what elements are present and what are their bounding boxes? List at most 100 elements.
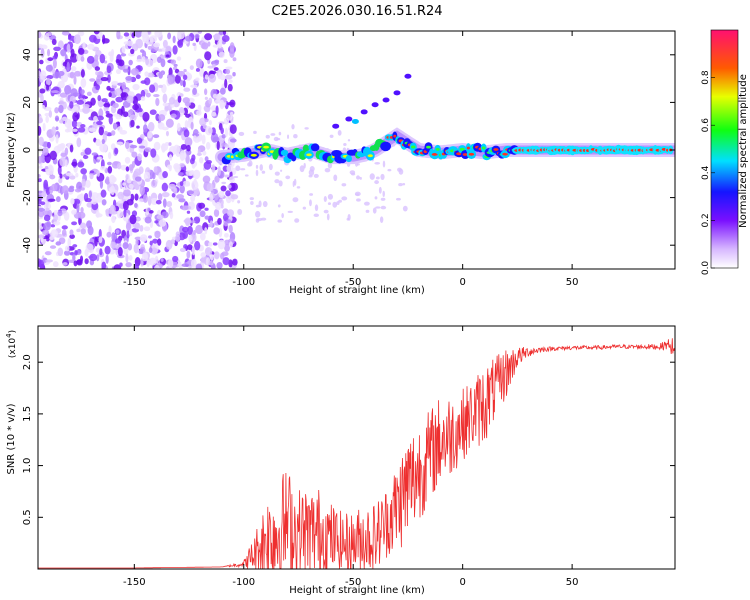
spectrogram-speckle (222, 257, 230, 266)
spectrogram-speckle (149, 109, 157, 115)
spectrogram-speckle (140, 49, 145, 53)
spectrogram-speckle (179, 79, 184, 86)
spectrogram-speckle (147, 195, 152, 206)
spectrogram-speckle (171, 186, 177, 193)
spectrogram-speckle (229, 111, 234, 116)
spectrogram-speckle (98, 228, 102, 239)
spectrogram-spur-blob (351, 118, 359, 124)
spectrogram-speckle (217, 239, 226, 250)
spectrogram-speckle (188, 234, 193, 243)
spectrogram-speckle (162, 198, 167, 208)
spectrogram-speckle (195, 77, 200, 81)
spectrogram-speckle (76, 228, 81, 233)
spectrogram-speckle (132, 104, 140, 111)
spectrogram-speckle (45, 115, 49, 124)
spectrogram-speckle (142, 111, 150, 122)
spectrogram-speckle (145, 92, 151, 98)
spectrogram-speckle (75, 172, 79, 178)
spectrogram-speckle (226, 219, 232, 224)
spectrogram-ridge-core (468, 152, 475, 156)
spectrogram-speckle (89, 253, 98, 262)
spectrogram-speckle (204, 51, 212, 61)
spectrogram-speckle (42, 122, 46, 132)
spectrogram-speckle (144, 71, 149, 77)
spectrogram-speckle (270, 133, 276, 136)
spectrogram-speckle (45, 168, 52, 172)
spectrogram-speckle (137, 107, 143, 113)
spectrogram-speckle (227, 184, 232, 189)
spectrogram-speckle (117, 246, 123, 257)
spectrogram-speckle (116, 121, 120, 125)
spectrogram-x-ticks: -150 -100 -50 0 50 (123, 31, 578, 288)
spectrogram-speckle (147, 207, 151, 212)
spectrogram-speckle (101, 98, 108, 103)
spectrogram-speckle (262, 200, 268, 208)
spectrogram-speckle (134, 203, 138, 208)
spectrogram-speckle (80, 222, 87, 229)
spectrogram-speckle (167, 76, 174, 85)
spectrogram-speckle (70, 199, 75, 205)
spectrogram-speckle (71, 119, 78, 128)
spectrogram-speckle (195, 68, 200, 72)
spectrogram-speckle (80, 69, 85, 78)
spectrogram-speckle (114, 88, 122, 97)
spectrogram-speckle (224, 127, 228, 138)
spectrogram-speckle (202, 150, 207, 156)
spectrogram-speckle (396, 197, 401, 201)
spectrogram-speckle (46, 84, 50, 91)
spectrogram-speckle (80, 228, 86, 235)
colorbar-label: Normalized spectral amplitude (738, 74, 749, 228)
spectrogram-speckle (83, 192, 89, 202)
spectrogram-speckle (73, 34, 81, 45)
spectrogram-speckle (228, 176, 235, 183)
spectrogram-speckle (107, 74, 111, 83)
spectrogram-speckle (119, 262, 123, 267)
spectrogram-speckle (229, 99, 236, 108)
spectrogram-speckle (157, 122, 165, 130)
spectrogram-ridge-blob (280, 149, 289, 156)
spectrogram-speckle (138, 249, 144, 255)
spectrogram-speckle (359, 176, 362, 180)
snr-y-tick-label: 0.5 (22, 509, 33, 525)
spectrogram-speckle (186, 190, 194, 195)
spectrogram-speckle (57, 70, 65, 77)
spectrogram-speckle (217, 166, 221, 176)
spectrogram-speckle (58, 178, 63, 184)
spectrogram-y-tick-label: 0 (22, 147, 33, 153)
spectrogram-speckle (149, 35, 158, 43)
spectrogram-speckle (213, 208, 220, 217)
spectrogram-speckle (51, 90, 59, 94)
spectrogram-speckle (154, 31, 163, 38)
spectrogram-speckle (206, 183, 214, 192)
spectrogram-speckle (43, 214, 51, 222)
spectrogram-speckle (106, 85, 111, 91)
spectrogram-speckle (133, 243, 139, 254)
spectrogram-speckle (255, 164, 259, 169)
spectrogram-speckle (82, 42, 86, 51)
spectrogram-speckle (162, 39, 168, 48)
spectrogram-speckle (153, 94, 160, 98)
spectrogram-speckle (38, 156, 43, 164)
spectrogram-speckle (59, 156, 67, 167)
spectrogram-speckle (244, 174, 249, 177)
spectrogram-speckle (219, 99, 225, 110)
spectrogram-speckle (181, 226, 189, 233)
spectrogram-speckle (277, 219, 283, 223)
spectrogram-ridge-blob (345, 154, 352, 163)
spectrogram-speckle (111, 232, 116, 242)
spectrogram-speckle (67, 187, 75, 193)
spectrogram-speckle (131, 151, 138, 158)
spectrogram-speckle (209, 70, 217, 75)
spectrogram-speckle (126, 40, 134, 47)
spectrogram-panel: -150 -100 -50 0 50 -40 -20 0 20 40 Height of str… (6, 30, 676, 296)
spectrogram-speckle (130, 119, 135, 128)
spectrogram-speckle (61, 31, 70, 36)
spectrogram-speckle (363, 201, 370, 206)
snr-y-tick-label: 2.0 (22, 354, 33, 370)
spectrogram-speckle (142, 194, 148, 203)
spectrogram-speckle (129, 114, 137, 122)
spectrogram-speckle (313, 213, 319, 218)
spectrogram-speckle (45, 259, 53, 263)
spectrogram-x-tick-label: -100 (232, 277, 255, 288)
spectrogram-speckle (237, 200, 241, 204)
